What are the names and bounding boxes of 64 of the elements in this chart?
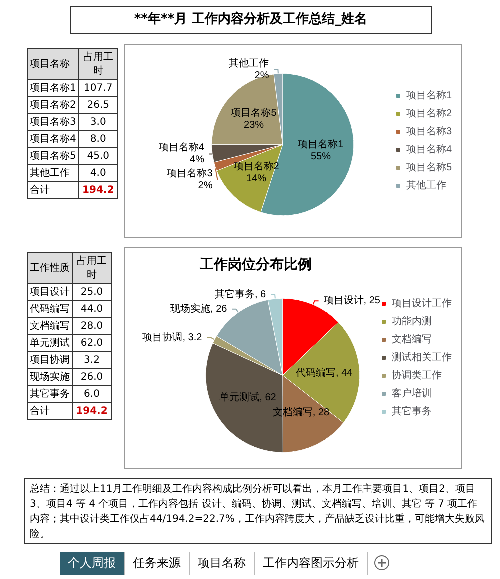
legend-label: 其他工作 [406,180,446,192]
text: 3.0 [78,114,118,130]
text: 45.0 [78,148,118,164]
text: 工作内容图示分析 [255,552,368,575]
text: 项目设计 [28,284,72,300]
chart-title: 工作岗位分布比例 [199,256,312,272]
data-label: 其它事务, 6 [214,288,266,300]
text: 占用工时 [72,252,112,284]
text: 44.0 [72,300,112,318]
text: 单元测试 [28,334,72,352]
text: 194.2 [78,182,118,198]
text: 3.2 [72,352,112,368]
text: 项目名称4 [28,130,79,148]
text: 项目名称 [190,552,255,575]
text: **年**月 工作内容分析及工作总结_姓名 [70,6,432,34]
legend-label: 项目名称2 [406,108,452,120]
legend-label: 测试相关工作 [392,352,452,364]
text: 8.0 [78,130,118,148]
text: 任务来源 [125,552,190,575]
text: 现场实施 [28,368,72,386]
text: 4.0 [78,164,118,182]
text: 其他工作 [28,164,79,182]
data-label: 项目名称3 2% [167,168,214,192]
text: 个人周报 [60,552,125,575]
legend-label: 项目名称1 [406,90,452,102]
legend-label: 客户培训 [392,388,432,400]
text: 文档编写 [28,318,72,334]
legend-label: 项目名称3 [406,126,452,138]
text: 62.0 [72,334,112,352]
data-label: 单元测试, 62 [220,392,277,404]
text: 25.0 [72,284,112,300]
text: 其它事务 [28,386,72,402]
text: 项目名称2 [28,96,79,114]
legend-label: 文档编写 [392,334,432,346]
text: 总结：通过以上11月工作明细及工作内容构成比例分析可以看出，本月工作主要项目1、项目2、项目3、项目4 等 4 个项目，工作内容包括 设计、编码、协调、测试、文档编写、培训、其它 等 7 项工作内容；其中设计类工作仅占44/194.2=22.7%，工作内容跨度大，产品缺乏设计比重，可能增大失败风险。 [24,478,492,544]
text: 项目名称5 [28,148,79,164]
text: 26.0 [72,368,112,386]
data-label: 代码编写, 44 [295,367,354,380]
data-label: 项目协调, 3.2 [142,331,203,344]
text: 6.0 [72,386,112,402]
text: 项目名称1 [28,80,79,96]
text: 合计 [28,182,79,198]
text: 工作性质 [28,252,72,284]
legend-label: 项目名称4 [406,144,452,156]
text: 项目名称3 [28,114,79,130]
text: 项目名称 [28,48,79,80]
text: 合计 [28,402,72,420]
text: 28.0 [72,318,112,334]
text: 项目协调 [28,352,72,368]
data-label: 项目名称4 4% [158,142,205,166]
data-label: 现场实施, 26 [170,302,228,315]
text: 194.2 [72,402,112,420]
text: 代码编写 [28,300,72,318]
legend-label: 协调类工作 [392,370,442,382]
legend-label: 功能内测 [392,316,432,328]
text: 26.5 [78,96,118,114]
legend-label: 其它事务 [392,406,432,418]
data-label: 项目名称5 23% [231,106,278,131]
data-label: 项目名称1 55% [298,138,344,162]
text: 占用工时 [78,48,118,80]
text: 107.7 [78,80,118,96]
legend-label: 项目名称5 [406,162,452,174]
legend-label: 项目设计工作 [392,298,452,310]
data-label: 项目设计, 25 [324,294,381,307]
